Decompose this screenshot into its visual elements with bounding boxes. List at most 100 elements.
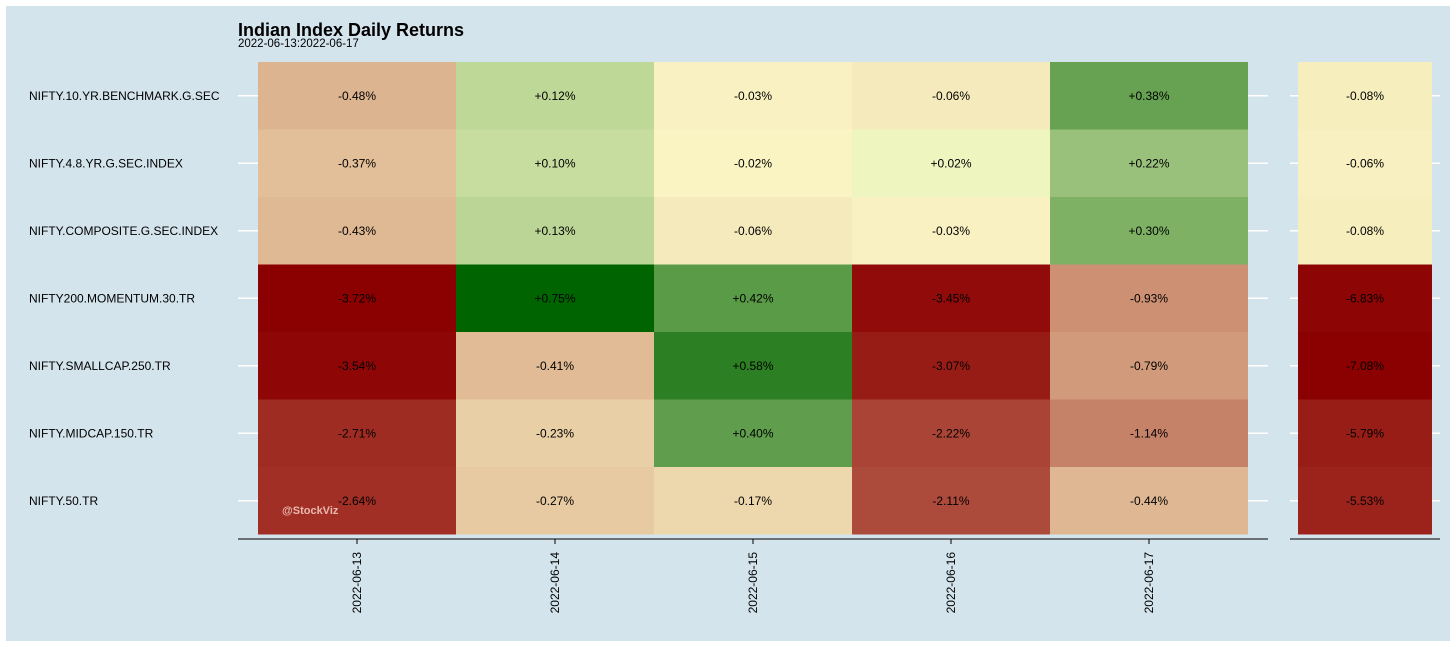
heatmap-cell: [852, 129, 1050, 197]
heatmap-cell: [1050, 467, 1248, 535]
x-tick-label: 2022-06-13: [350, 552, 364, 614]
heatmap-cell: [258, 62, 456, 130]
total-column-cells: -0.08% -0.06% -0.08% -6.83% -7.08% -5.79% -5.5…: [1298, 62, 1432, 535]
cell-value-label: -2.11%: [932, 494, 969, 508]
row-label: NIFTY.SMALLCAP.250.TR: [29, 359, 171, 373]
cell-value-label: +0.42%: [732, 291, 773, 305]
heatmap-cell: [1050, 399, 1248, 467]
heatmap-cell: [258, 129, 456, 197]
row-label: NIFTY200.MOMENTUM.30.TR: [29, 291, 195, 305]
heatmap-cell: [654, 197, 852, 265]
cell-value-label: -3.07%: [932, 359, 970, 373]
cell-value-label: -0.02%: [734, 156, 772, 170]
heatmap-cell: [258, 264, 456, 332]
cell-value-label: +0.75%: [534, 291, 575, 305]
total-cell: [1298, 62, 1432, 130]
row-label: NIFTY.10.YR.BENCHMARK.G.SEC: [29, 89, 220, 103]
total-cell: [1298, 264, 1432, 332]
total-value-label: -0.06%: [1346, 156, 1384, 170]
heatmap-cell: [456, 129, 654, 197]
cell-value-label: -0.06%: [932, 89, 970, 103]
row-label: NIFTY.50.TR: [29, 494, 98, 508]
x-tick-label: 2022-06-16: [944, 552, 958, 614]
cell-value-label: -2.22%: [932, 426, 970, 440]
heatmap-cell: [654, 264, 852, 332]
heatmap-cell: [1050, 129, 1248, 197]
heatmap-cell: [258, 467, 456, 535]
cell-value-label: +0.13%: [534, 224, 575, 238]
row-labels: NIFTY.10.YR.BENCHMARK.G.SEC NIFTY.4.8.YR.…: [29, 89, 220, 508]
row-label: NIFTY.4.8.YR.G.SEC.INDEX: [29, 156, 183, 170]
heatmap-cell: [654, 399, 852, 467]
cell-value-label: +0.10%: [534, 156, 575, 170]
cell-value-label: +0.38%: [1128, 89, 1169, 103]
cell-value-label: -0.44%: [1130, 494, 1168, 508]
heatmap-cell: [456, 62, 654, 130]
cell-value-label: -3.72%: [338, 291, 376, 305]
watermark: @StockViz: [282, 505, 339, 517]
cell-value-label: +0.30%: [1128, 224, 1169, 238]
column-labels: 2022-06-13 2022-06-14 2022-06-15 2022-06-16…: [350, 539, 1156, 613]
cell-value-label: -0.03%: [734, 89, 772, 103]
total-value-label: -7.08%: [1346, 359, 1384, 373]
total-cell: [1298, 197, 1432, 265]
cell-value-label: -0.23%: [536, 426, 574, 440]
cell-value-label: -3.45%: [932, 291, 970, 305]
cell-value-label: -0.06%: [734, 224, 772, 238]
cell-value-label: -0.79%: [1130, 359, 1168, 373]
heatmap-cell: [258, 399, 456, 467]
cell-value-label: -0.17%: [734, 494, 772, 508]
row-label: NIFTY.MIDCAP.150.TR: [29, 426, 154, 440]
heatmap-cell: [852, 264, 1050, 332]
cell-value-label: -3.54%: [338, 359, 376, 373]
cell-value-label: -0.41%: [536, 359, 574, 373]
heatmap-cell: [1050, 332, 1248, 400]
heatmap-cell: [654, 467, 852, 535]
cell-value-label: -0.43%: [338, 224, 376, 238]
cell-value-label: +0.58%: [732, 359, 773, 373]
cell-value-label: +0.02%: [930, 156, 971, 170]
heatmap-cell: [852, 197, 1050, 265]
cell-value-label: +0.12%: [534, 89, 575, 103]
heatmap-cell: [654, 62, 852, 130]
total-value-label: -6.83%: [1346, 291, 1384, 305]
heatmap-cell: [456, 264, 654, 332]
chart-subtitle: 2022-06-13:2022-06-17: [238, 38, 359, 50]
heatmap-cell: [852, 399, 1050, 467]
cell-value-label: +0.40%: [732, 426, 773, 440]
row-label: NIFTY.COMPOSITE.G.SEC.INDEX: [29, 224, 218, 238]
heatmap-cells: -0.48% +0.12% -0.03% -0.06% +0.38% -0.37% +0.1…: [258, 62, 1248, 535]
chart-panel: Indian Index Daily Returns 2022-06-13:20…: [6, 6, 1450, 641]
heatmap-cell: [852, 467, 1050, 535]
heatmap-cell: [456, 399, 654, 467]
heatmap-cell: [258, 197, 456, 265]
cell-value-label: -0.93%: [1130, 291, 1168, 305]
heatmap-cell: [1050, 264, 1248, 332]
total-value-label: -0.08%: [1346, 224, 1384, 238]
heatmap-cell: [852, 332, 1050, 400]
cell-value-label: -2.71%: [338, 426, 376, 440]
x-tick-label: 2022-06-14: [548, 552, 562, 614]
cell-value-label: -0.27%: [536, 494, 574, 508]
cell-value-label: -0.48%: [338, 89, 376, 103]
x-tick-label: 2022-06-15: [746, 552, 760, 614]
heatmap-cell: [852, 62, 1050, 130]
total-value-label: -5.79%: [1346, 426, 1384, 440]
heatmap-cell: [258, 332, 456, 400]
heatmap-cell: [456, 197, 654, 265]
total-value-label: -5.53%: [1346, 494, 1384, 508]
heatmap-chart: Indian Index Daily Returns 2022-06-13:20…: [29, 20, 1440, 613]
cell-value-label: -0.03%: [932, 224, 970, 238]
total-cell: [1298, 467, 1432, 535]
heatmap-cell: [654, 332, 852, 400]
total-cell: [1298, 332, 1432, 400]
cell-value-label: -1.14%: [1130, 426, 1168, 440]
heatmap-cell: [456, 332, 654, 400]
total-value-label: -0.08%: [1346, 89, 1384, 103]
heatmap-cell: [1050, 197, 1248, 265]
chart-title: Indian Index Daily Returns: [238, 20, 464, 40]
cell-value-label: +0.22%: [1128, 156, 1169, 170]
heatmap-cell: [456, 467, 654, 535]
cell-value-label: -0.37%: [338, 156, 376, 170]
total-cell: [1298, 129, 1432, 197]
